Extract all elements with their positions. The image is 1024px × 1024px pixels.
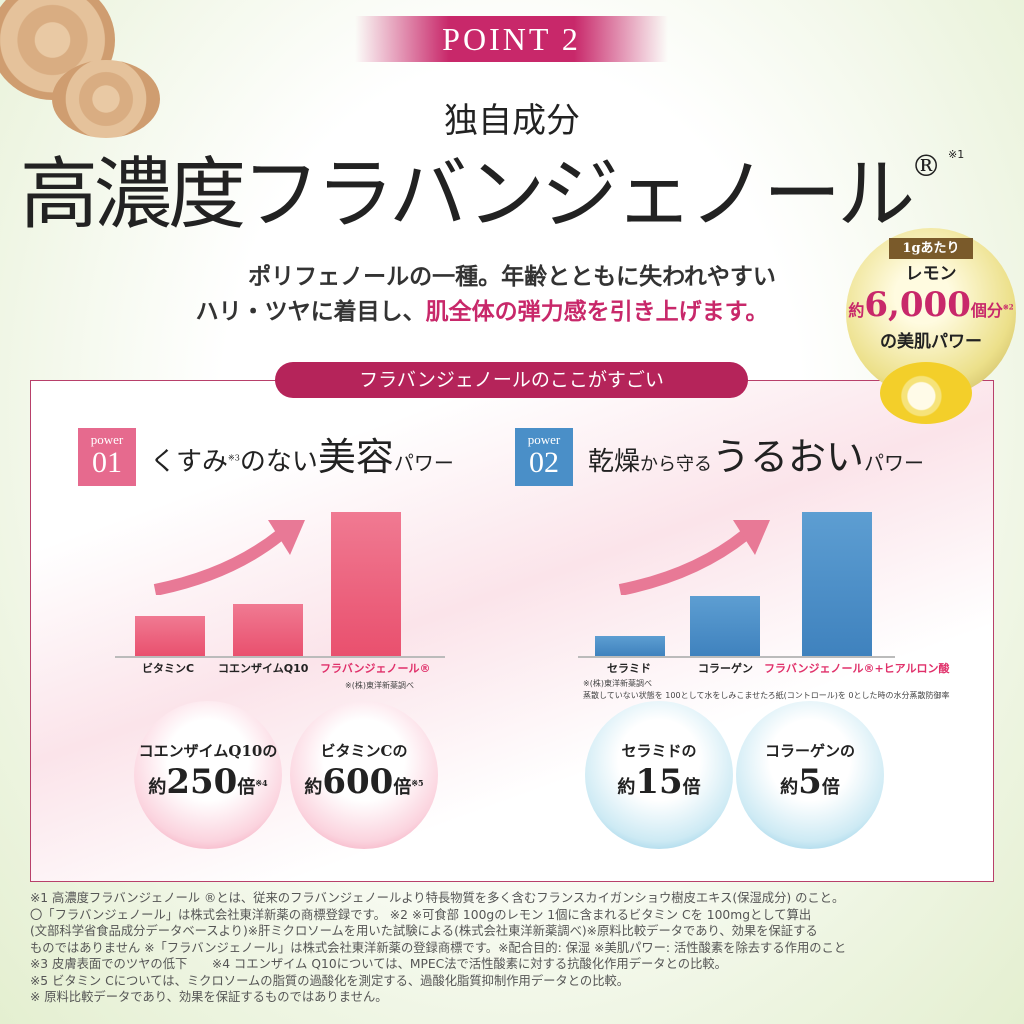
badge-line3: の美肌パワー	[880, 332, 982, 352]
bar-label: セラミド	[607, 662, 651, 675]
comparison-bubble: ビタミンCの 約600倍※5	[290, 701, 438, 849]
description-line-2: ハリ・ツヤに着目し、肌全体の弾力感を引き上げます。	[0, 297, 1024, 327]
bar-label: ビタミンC	[142, 662, 195, 675]
page-title: 高濃度フラバンジェノール®	[20, 149, 941, 240]
comparison-bubble: コラーゲンの 約5倍	[736, 701, 884, 849]
rising-arrow-icon	[153, 520, 305, 595]
chart-bar	[802, 512, 872, 656]
footnote: ※ 原料比較データであり、効果を保証するものではありません。	[30, 990, 388, 1004]
title-text: 高濃度フラバンジェノール	[20, 150, 915, 240]
wood-slice-image	[52, 60, 160, 138]
chart-note: ※(株)東洋新薬調べ	[583, 679, 652, 688]
footnote: ※1 高濃度フラバンジェノール ®とは、従来のフラバンジェノールより特長物質を多…	[30, 891, 845, 905]
description-line-1: ポリフェノールの一種。年齢とともに失われやすい	[248, 264, 776, 290]
lemon-image	[880, 362, 972, 424]
chart-note-2: 蒸散していない状態を 100として水をしみこませたろ紙(コントロール)を 0とし…	[583, 691, 950, 700]
power-02-heading: 乾燥から守るうるおいパワー	[588, 435, 925, 479]
bar-label: コラーゲン	[698, 662, 753, 675]
badge-line1: レモン	[905, 264, 957, 284]
footnote: ※5 ビタミン Cについては、ミクロソームの脂質の過酸化を測定する、過酸化脂質抑…	[30, 973, 630, 988]
footnote: ※3 皮膚表面でのツヤの低下 ※4 コエンザイム Q10については、MPEC法で…	[30, 957, 727, 971]
chart-axis	[578, 656, 895, 658]
subtitle: 独自成分	[444, 101, 580, 141]
badge-tag: 1gあたり	[889, 238, 973, 259]
comparison-bubble: コエンザイムQ10の 約250倍※4	[134, 701, 282, 849]
chart-bar	[233, 604, 303, 656]
chart-bar	[331, 512, 401, 656]
power-02-badge: power 02	[515, 428, 573, 486]
chart-note: ※(株)東洋新薬調べ	[345, 681, 414, 690]
title-note: ※1	[948, 148, 965, 161]
point-banner: POINT 2	[355, 16, 668, 62]
badge-value: 約6,000個分※2	[848, 285, 1014, 325]
bar-label: コエンザイムQ10	[218, 662, 309, 675]
bar-label: フラバンジェノール®+ヒアルロン酸	[764, 662, 950, 675]
chart-bar	[690, 595, 760, 656]
footnote: 〇「フラバンジェノール」は株式会社東洋新薬の商標登録です。 ※2 ※可食部 10…	[30, 907, 812, 922]
description-text: ハリ・ツヤに着目し、	[195, 299, 426, 325]
bar-label: フラバンジェノール®	[320, 662, 431, 675]
section-label: フラバンジェノールのここがすごい	[275, 362, 748, 398]
footnote: (文部科学省食品成分データベースより)※肝ミクロソームを用いた試験による(株式会…	[30, 924, 818, 938]
comparison-bubble: セラミドの 約15倍	[585, 701, 733, 849]
rising-arrow-icon	[618, 520, 770, 595]
chart-bar	[135, 615, 205, 656]
footnotes: ※1 高濃度フラバンジェノール ®とは、従来のフラバンジェノールより特長物質を多…	[30, 890, 846, 1006]
footnote: ものではありません ※「フラバンジェノール」は株式会社東洋新薬の登録商標です。※…	[30, 940, 847, 955]
chart-bar	[595, 635, 665, 656]
description-highlight: 肌全体の弾力感を引き上げます。	[425, 299, 769, 325]
registered-mark: ®	[911, 149, 941, 184]
power-01-badge: power 01	[78, 428, 136, 486]
power-01-heading: くすみ※3のない美容パワー	[150, 435, 454, 479]
chart-axis	[115, 656, 445, 658]
